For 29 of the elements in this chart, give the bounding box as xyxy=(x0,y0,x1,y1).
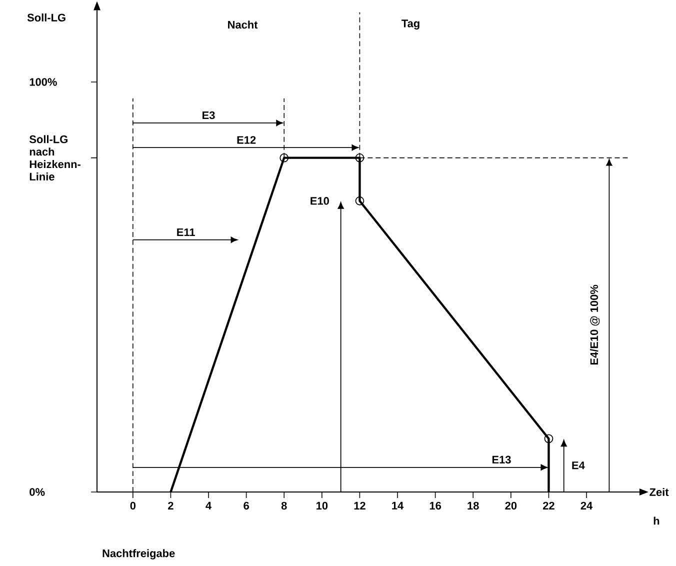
annotation: E12 xyxy=(237,136,256,144)
annotation: E13 xyxy=(492,456,511,464)
annotation: E4 xyxy=(572,462,585,470)
annotation: E3 xyxy=(202,111,215,120)
x-tick-label: 18 xyxy=(468,502,479,510)
x-tick-label: 4 xyxy=(206,502,212,510)
x-tick-label: 6 xyxy=(244,502,249,510)
x-tick-label: 8 xyxy=(281,502,287,510)
x-tick-label: 14 xyxy=(392,502,404,510)
y-axis-title: Soll-LG xyxy=(27,13,66,22)
y-tick-label: Soll-LG nach Heizkenn-Linie xyxy=(29,135,80,181)
x-tick-label: 22 xyxy=(542,502,554,510)
x-tick-label: 20 xyxy=(505,502,517,510)
x-tick-label: 2 xyxy=(168,502,174,510)
x-tick-label: 16 xyxy=(430,502,442,510)
annotation: E4/E10 @ 100% xyxy=(590,284,600,365)
x-tick-label: 12 xyxy=(354,502,366,510)
text: Nachtfreigabe xyxy=(102,549,175,560)
annotation: Tag xyxy=(402,20,420,30)
y-tick-label: 100% xyxy=(30,78,57,86)
y-tick-label: 0% xyxy=(30,488,45,496)
annotation: E10 xyxy=(310,197,329,205)
x-tick-label: 0 xyxy=(130,502,136,510)
x-tick-label: 24 xyxy=(580,502,593,510)
x-axis-title: Zeit xyxy=(650,488,669,496)
annotation: E11 xyxy=(177,228,195,236)
text: h xyxy=(654,516,660,525)
x-tick-label: 10 xyxy=(316,502,328,510)
annotation: Nacht xyxy=(228,20,258,29)
